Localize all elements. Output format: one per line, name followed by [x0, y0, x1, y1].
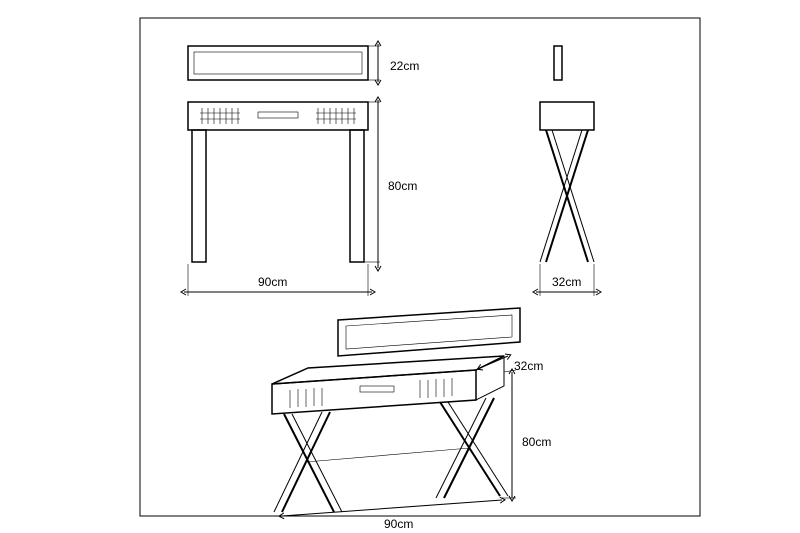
dim-persp-w: 90cm: [384, 517, 413, 531]
dim-table-w: 90cm: [258, 275, 287, 289]
dim-persp-h: 80cm: [522, 435, 551, 449]
dim-side-w: 32cm: [552, 275, 581, 289]
dim-mirror-h: 22cm: [390, 59, 419, 73]
dim-persp-depth: 32cm: [514, 359, 543, 373]
diagram-canvas: 22cm: [0, 0, 800, 533]
perspective-view: 32cm 80cm 90cm: [272, 308, 551, 531]
side-view: 32cm: [536, 46, 598, 296]
dim-table-h: 80cm: [388, 179, 417, 193]
mirror-front: 22cm: [188, 44, 419, 82]
frame: [140, 18, 700, 516]
table-front: 80cm 90cm: [184, 100, 417, 296]
